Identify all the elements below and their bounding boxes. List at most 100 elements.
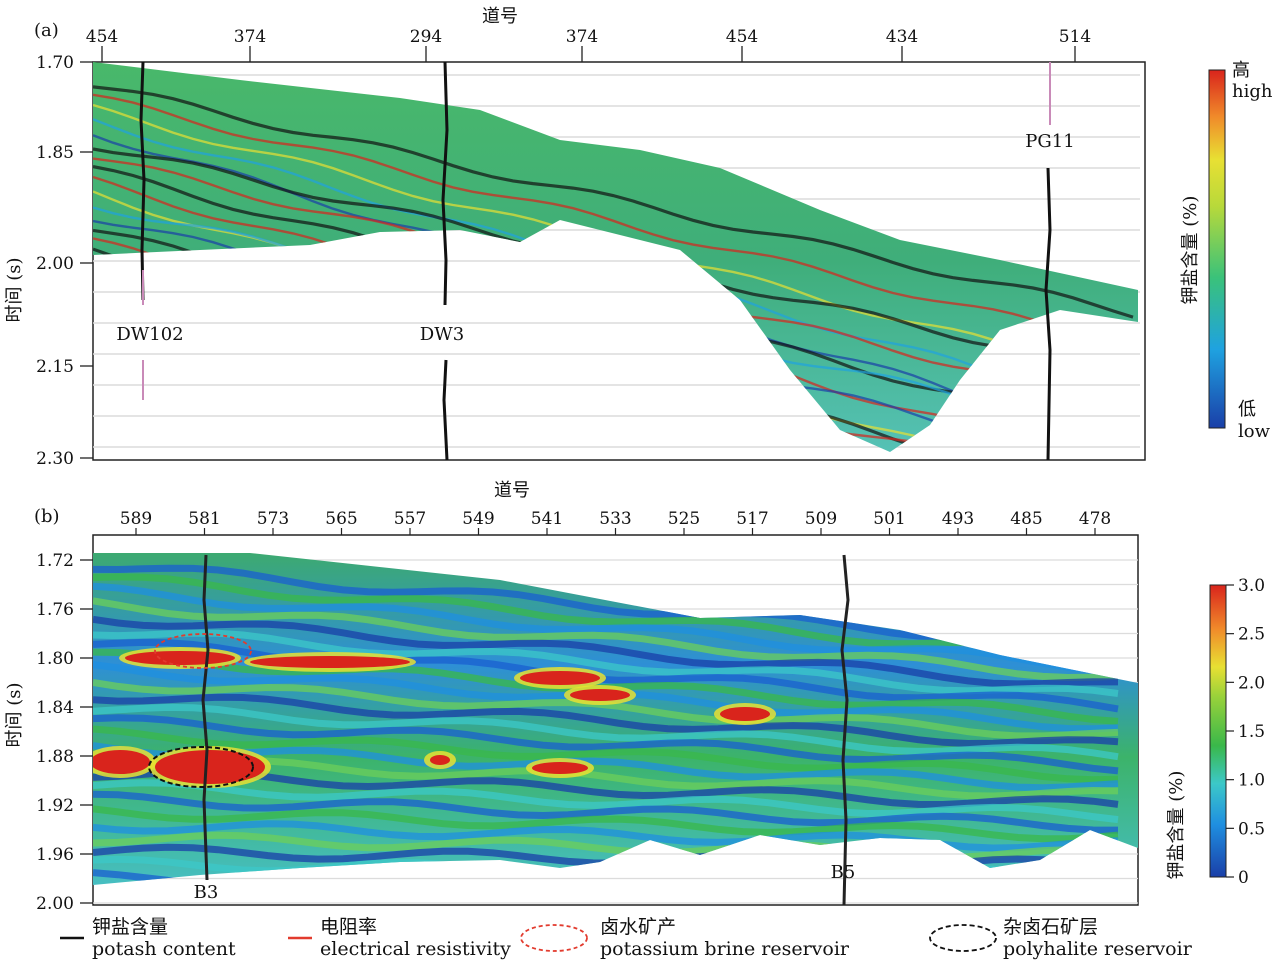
panel-b-reflector [93,714,1119,775]
colorbar-b-tick-label: 2.0 [1238,673,1265,693]
legend-item-potash: 钾盐含量 potash content [60,916,236,960]
panel-a-x-tick-label: 374 [234,27,266,47]
colorbar-b-tick-label: 2.5 [1238,625,1265,645]
panel-b-x-tick-label: 485 [1010,509,1042,529]
panel-b-x-tick-label: 501 [873,509,905,529]
colorbar-b-tick-label: 3.0 [1238,576,1265,596]
panel-b-anomaly [430,755,450,765]
legend-item-resistivity: 电阻率 electrical resistivity [288,916,511,960]
colorbar-b-title: 钾盐含量 (%) [1166,771,1187,880]
panel-a-x-tick-label: 454 [86,27,118,47]
panel-b-colorbar: 3.0 2.5 2.0 1.5 1.0 0.5 0 钾盐含量 (%) [1166,576,1265,888]
panel-b-y-tick-label: 1.92 [36,796,74,816]
legend-resistivity-zh: 电阻率 [320,916,377,938]
legend-brine-en: potassium brine reservoir [600,938,850,960]
panel-a-xlabel: 道号 [482,6,518,27]
legend-swatch-brine [520,924,588,952]
panel-b-x-tick-label: 525 [668,509,700,529]
panel-b-label: (b) [34,506,60,527]
well-dw102-log [139,61,146,301]
panel-b-x-tick-label: 517 [736,509,768,529]
well-pg11-log [1044,167,1052,461]
panel-b-x-tick-label: 573 [257,509,289,529]
panel-b-reflector [93,615,1119,688]
panel-b-y-ticks: 1.72 1.76 1.80 1.84 1.88 1.92 1.96 2.00 [36,551,93,914]
panel-a-colorbar: 高 high 低 low 钾盐含量 (%) [1180,60,1273,442]
colorbar-a-high-en: high [1232,81,1273,102]
well-label-b5: B5 [831,862,856,883]
legend-polyhalite-zh: 杂卤石矿层 [1003,916,1098,938]
panel-b-anomaly [570,689,630,701]
panel-b-reflector [93,597,1119,682]
panel-b-reflector [93,790,1119,834]
panel-a-y-tick-label: 2.30 [36,449,74,469]
panel-b-y-tick-label: 2.00 [36,894,74,914]
panel-b-reflector [93,582,1119,675]
panel-b-x-tick-label: 581 [188,509,220,529]
brine-reservoir-ellipse [154,633,252,669]
well-label-dw102: DW102 [116,324,183,345]
panel-b: (b) 道号 589 581 573 565 557 549 541 533 525 517 509… [4,480,1265,914]
colorbar-a-low-zh: 低 [1238,399,1256,420]
colorbar-b-tick-label: 0 [1238,868,1249,888]
legend-potash-en: potash content [92,938,236,960]
panel-a-label: (a) [34,20,59,41]
panel-a-x-tick-label: 454 [726,27,758,47]
panel-a-y-tick-label: 2.15 [36,357,74,377]
panel-b-x-tick-label: 557 [394,509,426,529]
legend-swatch-polyhalite [929,924,997,952]
panel-b-reflector [93,693,1119,748]
colorbar-b-ticks: 3.0 2.5 2.0 1.5 1.0 0.5 0 [1226,576,1265,888]
colorbar-b-tick-label: 1.5 [1238,722,1265,742]
panel-b-anomaly [250,656,410,668]
panel-b-x-tick-label: 549 [462,509,494,529]
panel-b-reflector [93,679,1119,740]
legend-potash-zh: 钾盐含量 [92,916,168,938]
panel-a-y-ticks: 1.70 1.85 2.00 2.15 2.30 [36,53,93,469]
panel-b-reflector [93,703,1119,761]
legend-polyhalite-en: polyhalite reservoir [1003,938,1193,960]
panel-b-x-tick-label: 493 [942,509,974,529]
colorbar-a-low-en: low [1238,421,1271,442]
panel-b-y-tick-label: 1.84 [36,698,74,718]
panel-a-y-tick-label: 2.00 [36,254,74,274]
legend-resistivity-en: electrical resistivity [320,938,511,960]
panel-b-y-tick-label: 1.76 [36,600,74,620]
well-dw3-log [441,61,449,306]
panel-b-reflector [93,742,1119,792]
well-label-dw3: DW3 [420,324,464,345]
panel-a-ylabel: 时间 (s) [4,257,25,322]
panel-b-reflector [93,629,1119,697]
panel-b-y-tick-label: 1.88 [36,747,74,767]
panel-b-y-tick-label: 1.80 [36,649,74,669]
panel-a-y-tick-label: 1.85 [36,143,74,163]
panel-b-anomaly [720,707,770,721]
well-label-pg11: PG11 [1025,131,1074,152]
well-b3-log [201,554,210,881]
legend-brine-zh: 卤水矿产 [600,916,676,938]
colorbar-a-ramp [1208,69,1226,429]
panel-a-x-tick-label: 434 [886,27,918,47]
panel-b-xlabel: 道号 [494,480,530,501]
panel-b-x-tick-label: 589 [120,509,152,529]
panel-b-x-tick-label: 509 [805,509,837,529]
legend: 钾盐含量 potash content 电阻率 electrical resis… [60,916,1193,960]
colorbar-b-tick-label: 0.5 [1238,819,1265,839]
colorbar-b-tick-label: 1.0 [1238,771,1265,791]
panel-b-anomaly [125,651,235,665]
panel-b-x-tick-label: 533 [599,509,631,529]
colorbar-a-high-zh: 高 [1232,60,1250,81]
panel-a-y-tick-label: 1.70 [36,53,74,73]
panel-b-x-ticks: 589 581 573 565 557 549 541 533 525 517 509 501 493 4… [120,509,1111,535]
legend-item-polyhalite: 杂卤石矿层 polyhalite reservoir [929,916,1193,960]
panel-a-reflector [93,85,1134,319]
panel-a-x-ticks: 454 374 294 374 454 434 514 [86,27,1091,62]
well-b5-log [840,554,850,906]
panel-b-anomaly [520,671,600,685]
panel-b-reflector [93,779,1119,824]
legend-item-brine: 卤水矿产 potassium brine reservoir [520,916,850,960]
panel-a-x-tick-label: 514 [1059,27,1091,47]
panel-b-anomaly [155,750,265,784]
panel-b-x-tick-label: 565 [325,509,357,529]
